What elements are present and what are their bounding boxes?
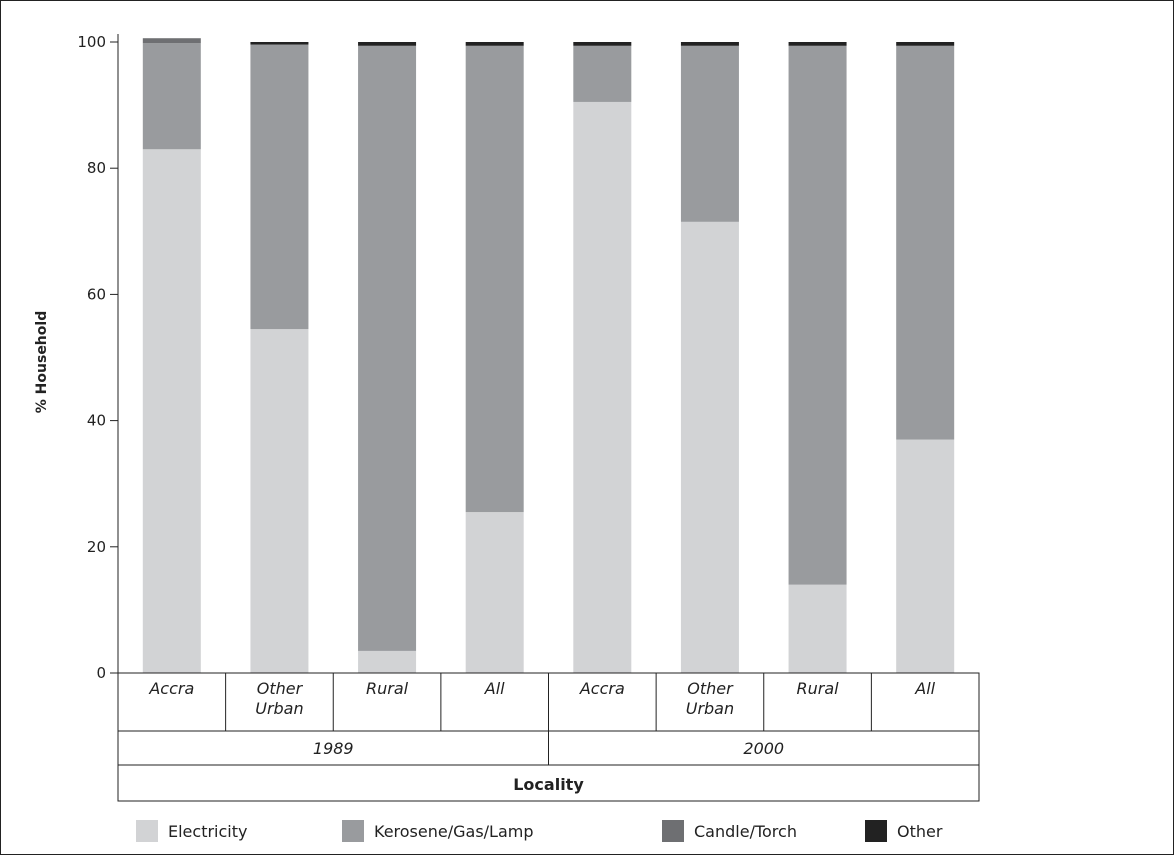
bar-segment-electricity — [573, 101, 632, 673]
bar-segment-kerosene-gas-lamp — [573, 45, 632, 102]
legend-swatch — [865, 820, 887, 842]
bar-segment-kerosene-gas-lamp — [358, 45, 417, 651]
bar-segment-other — [680, 42, 739, 46]
legend-label: Electricity — [168, 822, 247, 841]
bar-segment-other — [573, 42, 632, 46]
y-tick-label: 0 — [96, 664, 106, 682]
bar-segment-electricity — [788, 584, 847, 673]
bar-segment-electricity — [680, 221, 739, 673]
legend: Electricity Kerosene/Gas/Lamp Candle/Torch… — [136, 820, 943, 842]
bar-segment-other — [250, 42, 309, 45]
y-tick-label: 20 — [87, 538, 106, 556]
bar-segment-electricity — [896, 439, 955, 673]
legend-swatch — [342, 820, 364, 842]
group-label: 2000 — [743, 739, 784, 758]
legend-swatch — [662, 820, 684, 842]
category-label: Rural — [797, 679, 840, 698]
category-label: Accra — [148, 679, 194, 698]
y-axis-title: % Household — [34, 311, 50, 413]
bar-segment-kerosene-gas-lamp — [680, 45, 739, 222]
category-label: Other — [257, 679, 304, 698]
legend-label: Kerosene/Gas/Lamp — [374, 822, 534, 841]
bar-segment-electricity — [358, 650, 417, 673]
group-label: 1989 — [313, 739, 354, 758]
y-axis: 0 20 40 60 80 100 — [77, 33, 119, 682]
y-tick-label: 80 — [87, 159, 106, 177]
bar-segment-kerosene-gas-lamp — [465, 45, 524, 513]
bar-segment-other — [465, 42, 524, 46]
bar-segment-electricity — [250, 329, 309, 673]
bar-segment-other — [358, 42, 417, 46]
bar-segment-other — [896, 42, 955, 46]
legend-label: Other — [897, 822, 943, 841]
legend-label: Candle/Torch — [694, 822, 797, 841]
y-tick-label: 60 — [87, 285, 106, 303]
category-label: Urban — [686, 699, 734, 718]
category-label: Rural — [366, 679, 409, 698]
y-tick-label: 100 — [77, 33, 106, 51]
category-label: Urban — [255, 699, 303, 718]
bar-segment-kerosene-gas-lamp — [788, 45, 847, 585]
legend-swatch — [136, 820, 158, 842]
bar-segment-electricity — [142, 149, 201, 673]
bar-segment-candle-torch — [142, 38, 201, 44]
category-label: Accra — [579, 679, 625, 698]
bar-segment-kerosene-gas-lamp — [142, 43, 201, 150]
bars-layer — [142, 38, 955, 673]
y-tick-label: 40 — [87, 412, 106, 430]
category-label: Other — [687, 679, 734, 698]
category-label: All — [484, 679, 505, 698]
bar-segment-kerosene-gas-lamp — [250, 44, 309, 330]
bar-segment-other — [788, 42, 847, 46]
x-axis-title: Locality — [513, 775, 584, 794]
bar-segment-kerosene-gas-lamp — [896, 45, 955, 440]
category-label: All — [914, 679, 935, 698]
bar-segment-electricity — [465, 512, 524, 673]
